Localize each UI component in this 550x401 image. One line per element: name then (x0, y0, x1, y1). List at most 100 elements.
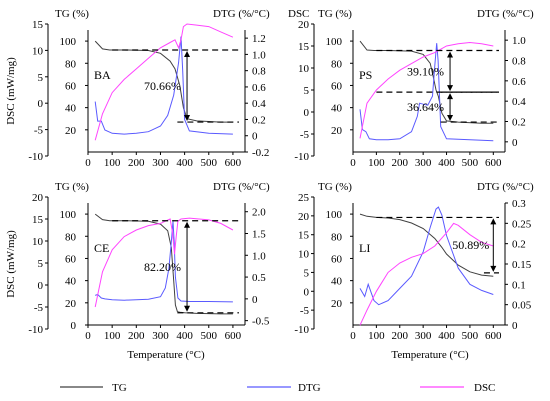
dtg-tick-label: 0.8 (252, 66, 266, 78)
tg-tick-label: 60 (331, 253, 343, 265)
x-tick-label: 200 (128, 157, 145, 169)
x-tick-label: 600 (225, 330, 242, 342)
x-tick-label: 400 (438, 330, 455, 342)
panel-ba: 0 100 200 300 400 500 600 -10 -5 0 5 10 15 20 40 60 80 10… (5, 8, 270, 169)
x-tick-label: 500 (201, 157, 218, 169)
dtg-tick-label: 2.0 (252, 207, 266, 219)
tg-tick-label: 20 (331, 298, 343, 310)
legend-label-tg: TG (112, 382, 127, 394)
panel-label: CE (94, 241, 109, 255)
tg-tick-label: 80 (65, 231, 77, 243)
tg-tick-label: 0 (71, 320, 77, 332)
x-tick-label: 200 (128, 330, 145, 342)
dsc-tick-label: 15 (298, 41, 310, 53)
tg-tick-label: 60 (65, 253, 77, 265)
dsc-tick-label: 20 (298, 19, 310, 31)
tg-tick-label: 40 (331, 103, 343, 115)
x-tick-label: 0 (85, 330, 91, 342)
dtg-tick-label: 0 (512, 137, 518, 149)
dtg-tick-label: 0 (252, 131, 258, 143)
tg-axis-title: TG (%) (318, 181, 352, 193)
x-tick-label: 300 (152, 157, 169, 169)
dtg-tick-label: 1.5 (252, 229, 266, 241)
dtg-tick-label: -0.5 (252, 316, 270, 328)
tg-tick-label: 40 (65, 276, 77, 288)
dsc-axis-title: DSC (mW/mg) (5, 230, 17, 298)
dsc-tick-label: -5 (300, 129, 310, 141)
dsc-tick-label: 10 (298, 249, 310, 261)
x-tick-label: 600 (485, 157, 502, 169)
dsc-axis-title: DSC (288, 8, 309, 20)
tg-axis-title: TG (%) (318, 8, 352, 20)
x-tick-label: 0 (350, 157, 356, 169)
series-tg (94, 40, 233, 123)
arrow-head (447, 85, 454, 92)
dtg-tick-label: 1.2 (252, 33, 266, 45)
tg-tick-label: 20 (65, 125, 77, 137)
dsc-tick-label: 5 (304, 85, 310, 97)
dsc-tick-label: 10 (298, 63, 310, 75)
arrow-head (184, 305, 191, 312)
panel-label: PS (359, 68, 372, 82)
tg-tick-label: 80 (331, 58, 343, 70)
dtg-axis-title: DTG (%/°C) (213, 8, 270, 20)
dtg-tick-label: 0.8 (512, 56, 526, 68)
dtg-tick-label: 0.4 (512, 96, 526, 108)
tg-tick-label: 60 (331, 80, 343, 92)
dsc-tick-label: 25 (298, 192, 310, 204)
mass-loss-annotation: 50.89% (452, 238, 489, 252)
dtg-tick-label: 0.5 (252, 272, 266, 284)
dtg-tick-label: 0.4 (252, 98, 266, 110)
x-tick-label: 600 (225, 157, 242, 169)
tg-tick-label: 80 (65, 58, 77, 70)
dsc-tick-label: 20 (32, 192, 44, 204)
dtg-tick-label: 0.15 (512, 259, 532, 271)
x-tick-label: 100 (104, 157, 121, 169)
arrow-head (447, 115, 454, 122)
dtg-axis-title: DTG (%/°C) (477, 181, 534, 193)
x-tick-label: 0 (85, 157, 91, 169)
dsc-tick-label: 5 (38, 258, 44, 270)
dtg-tick-label: 0.3 (512, 198, 526, 210)
x-axis-title: Temperature (°C) (127, 349, 205, 361)
tg-tick-label: 100 (60, 36, 77, 48)
dsc-tick-label: 0 (304, 286, 310, 298)
dsc-tick-label: -10 (294, 324, 309, 336)
x-tick-label: 400 (176, 330, 193, 342)
arrow-head (447, 51, 454, 58)
dsc-tick-label: 15 (298, 230, 310, 242)
tg-tick-label: 80 (331, 231, 343, 243)
dsc-tick-label: 0 (304, 107, 310, 119)
arrow-head (490, 218, 497, 225)
dtg-tick-label: -0.2 (252, 147, 269, 159)
dsc-tick-label: 20 (298, 211, 310, 223)
tg-tick-label: 20 (331, 125, 343, 137)
dtg-tick-label: 0.05 (512, 300, 532, 312)
series-dsc (359, 222, 494, 326)
dtg-axis-title: DTG (%/°C) (213, 181, 270, 193)
dtg-tick-label: 0.2 (512, 239, 526, 251)
dtg-tick-label: 0.6 (252, 82, 266, 94)
dtg-tick-label: 0 (512, 320, 518, 332)
panel-label: LI (359, 241, 370, 255)
legend-label-dsc: DSC (474, 382, 495, 394)
arrow-head (184, 115, 191, 122)
dtg-tick-label: 0.2 (512, 117, 526, 129)
tg-tick-label: 100 (326, 209, 343, 221)
tg-tick-label: 20 (65, 298, 77, 310)
dsc-tick-label: -10 (28, 151, 43, 163)
dtg-tick-label: 1.0 (512, 35, 526, 47)
dsc-tick-label: -5 (300, 305, 310, 317)
mass-loss-annotation: 36.64% (407, 100, 444, 114)
arrow-head (490, 265, 497, 272)
x-axis-title: Temperature (°C) (391, 349, 469, 361)
x-tick-label: 400 (438, 157, 455, 169)
x-tick-label: 300 (415, 330, 432, 342)
series-dtg (359, 43, 494, 142)
dsc-tick-label: 15 (32, 214, 44, 226)
series-dsc (94, 217, 234, 308)
mass-loss-annotation: 82.20% (144, 260, 181, 274)
dtg-tick-label: 0.6 (512, 76, 526, 88)
dtg-tick-label: 0.25 (512, 218, 532, 230)
series-dsc (359, 41, 494, 139)
